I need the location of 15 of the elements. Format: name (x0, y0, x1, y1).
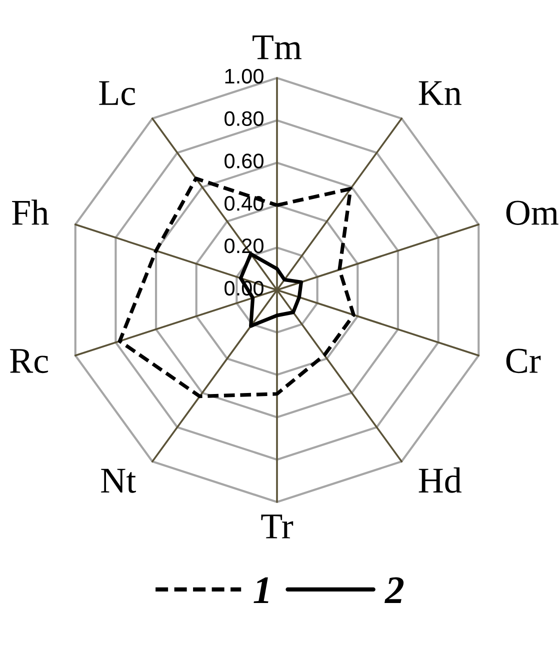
spoke-label: Rc (10, 349, 48, 374)
y-tick-label: 0.60 (224, 154, 264, 168)
y-tick-label: 1.00 (225, 68, 264, 84)
spoke-label: Tr (261, 514, 294, 538)
spoke-label: Hd (418, 467, 462, 493)
spoke-label: Cr (506, 348, 541, 374)
y-tick-label: 0.80 (224, 111, 264, 126)
spoke-label: Lc (99, 81, 136, 106)
spoke-label: Kn (418, 81, 462, 105)
legend-label: 1 (254, 577, 268, 604)
legend-label: 2 (384, 577, 404, 604)
spoke-label: Nt (101, 468, 136, 493)
spoke-label: Tm (252, 35, 302, 60)
spoke-label: Fh (12, 200, 49, 225)
spoke-label: Om (506, 200, 558, 226)
